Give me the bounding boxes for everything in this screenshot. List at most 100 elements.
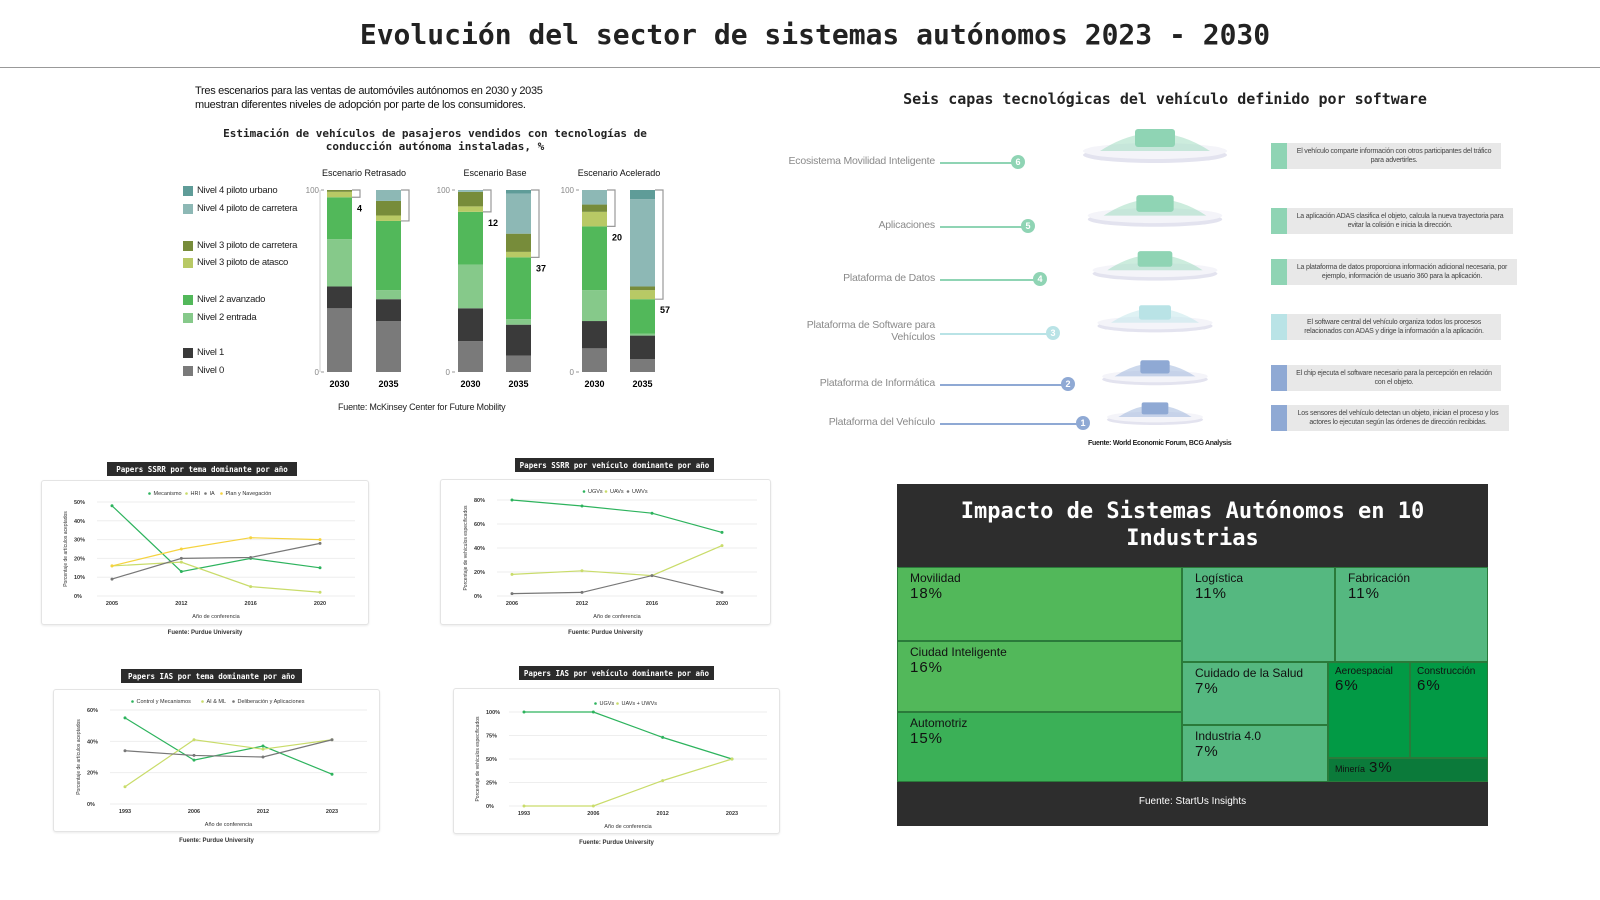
- data-point: [580, 569, 584, 573]
- bracket-annotation: 37: [536, 263, 546, 273]
- legend-label: Deliberación y Aplicaciones: [238, 699, 305, 705]
- y-tick-label: 60%: [87, 708, 98, 714]
- bar-segment-nivel-1: [582, 321, 607, 349]
- bar-segment-nivel-2-entrada: [506, 319, 531, 325]
- y-axis-label: Porcentaje de artículos aceptados: [63, 511, 69, 587]
- treemap-cell-percent: 15%: [910, 730, 944, 747]
- x-tick-label: 1993: [518, 811, 530, 817]
- y-tick-label: 75%: [486, 734, 497, 740]
- layer-connector: [940, 279, 1040, 281]
- data-point: [123, 716, 127, 720]
- platform-disc-icon: [1107, 402, 1203, 425]
- y-tick-label: 80%: [474, 498, 485, 504]
- legend-label: UGVs: [600, 701, 615, 707]
- y-tick-label: 0: [446, 368, 451, 377]
- line-chart-source: Fuente: Purdue University: [179, 838, 254, 844]
- x-tick-label: 2035: [508, 379, 528, 389]
- legend-label: AI & ML: [207, 699, 227, 705]
- legend-label: Mecanismo: [154, 491, 182, 497]
- platform-disc-icon: [1102, 360, 1208, 386]
- bar-segment-nivel-0: [376, 321, 401, 372]
- legend-label: Nivel 4 piloto urbano: [197, 185, 278, 196]
- data-point: [661, 735, 665, 739]
- data-point: [110, 564, 114, 568]
- bar-segment-nivel-3-piloto-de-carretera: [506, 233, 531, 252]
- bar-segment-nivel-1: [327, 286, 352, 309]
- bar-segment-nivel-2-entrada: [376, 290, 401, 300]
- bar-segment-nivel-3-piloto-de-atasco: [327, 191, 352, 198]
- layers-title: Seis capas tecnológicas del vehículo def…: [903, 90, 1427, 108]
- line-chart-source: Fuente: Purdue University: [167, 630, 243, 636]
- level3-bracket: [607, 189, 616, 228]
- bar-segment-nivel-3-piloto-de-atasco: [376, 215, 401, 221]
- layer-number-badge: 6: [1011, 155, 1025, 169]
- treemap-cell: Fabricación 11%: [1335, 567, 1488, 662]
- y-tick-label: 50%: [486, 757, 497, 763]
- bar-segment-nivel-4-piloto-de-carretera: [458, 190, 483, 192]
- line-chart-title: Papers IAS por tema dominante por año: [121, 669, 302, 683]
- bracket-annotation: 4: [357, 203, 362, 213]
- treemap-cell-name: Logística: [1195, 571, 1244, 585]
- legend-item: Nivel 2 avanzado: [183, 294, 265, 305]
- legend-swatch: [183, 203, 193, 214]
- layer-number-badge: 2: [1061, 377, 1075, 391]
- data-point: [261, 744, 265, 748]
- series-line-ugvs: [511, 499, 723, 533]
- data-point: [192, 753, 196, 757]
- line-chart-card: [53, 689, 380, 832]
- treemap-cell-name: Cuidado de la Salud: [1195, 666, 1304, 680]
- legend-swatch: [183, 185, 193, 196]
- bar-segment-nivel-1: [506, 324, 531, 356]
- x-tick-label: 2023: [326, 809, 338, 815]
- layers-source: Fuente: World Economic Forum, BCG Analys…: [1088, 440, 1232, 447]
- legend-marker: [626, 490, 630, 493]
- bar-segment-nivel-2-entrada: [458, 264, 483, 309]
- level3-bracket: [483, 189, 492, 213]
- bar-segment-nivel-3-piloto-de-atasco: [506, 251, 531, 258]
- layer-number-badge: 3: [1046, 326, 1060, 340]
- legend-label: Plan y Navegación: [226, 491, 272, 497]
- treemap-cell-name: Fabricación: [1348, 571, 1411, 585]
- y-tick-label: 20%: [74, 556, 85, 562]
- level3-bracket: [531, 189, 540, 258]
- level3-bracket: [352, 189, 361, 198]
- y-tick-label: 100: [437, 186, 451, 195]
- data-point: [318, 566, 322, 570]
- legend-label: UAVs: [610, 489, 624, 495]
- data-point: [318, 541, 322, 545]
- layer-connector: [940, 162, 1018, 164]
- x-tick-label: 2016: [245, 601, 257, 607]
- y-tick-label: 0: [570, 368, 575, 377]
- legend-item: Nivel 3 piloto de atasco: [183, 257, 288, 268]
- bar-segment-nivel-0: [506, 355, 531, 372]
- line-chart-title: Papers SSRR por tema dominante por año: [107, 462, 297, 476]
- y-axis-label: Porcentaje de artículos aceptados: [76, 719, 82, 795]
- data-point: [650, 574, 654, 578]
- legend-item: Nivel 2 entrada: [183, 312, 257, 323]
- series-line-mecanismo: [111, 505, 321, 573]
- bar-segment-nivel-2-entrada: [630, 333, 655, 336]
- treemap-cell-percent: 11%: [1348, 585, 1380, 602]
- legend-marker: [201, 700, 204, 703]
- legend-marker: [148, 492, 151, 495]
- legend-item: Nivel 1: [183, 347, 224, 358]
- data-point: [522, 710, 526, 714]
- layer-description-text: El software central del vehículo organiz…: [1304, 319, 1484, 335]
- y-tick-label: 0%: [474, 594, 482, 600]
- legend-item: Nivel 3 piloto de carretera: [183, 240, 297, 251]
- data-point: [591, 710, 595, 714]
- treemap-cell-name: Minería: [1335, 764, 1366, 774]
- bar-segment-nivel-2-avanzado: [582, 226, 607, 291]
- legend-label: Nivel 3 piloto de carretera: [197, 240, 298, 251]
- y-tick-label: 20%: [474, 570, 485, 576]
- legend-marker: [604, 490, 608, 493]
- data-point: [730, 757, 734, 761]
- layer-color-tab: [1271, 259, 1287, 285]
- y-tick-label: 100%: [486, 710, 500, 716]
- legend-swatch: [183, 347, 193, 358]
- layer-color-tab: [1271, 314, 1287, 340]
- bar-segment-nivel-3-piloto-de-atasco: [458, 206, 483, 212]
- x-tick-label: 2020: [716, 601, 728, 607]
- title-divider: [0, 67, 1600, 68]
